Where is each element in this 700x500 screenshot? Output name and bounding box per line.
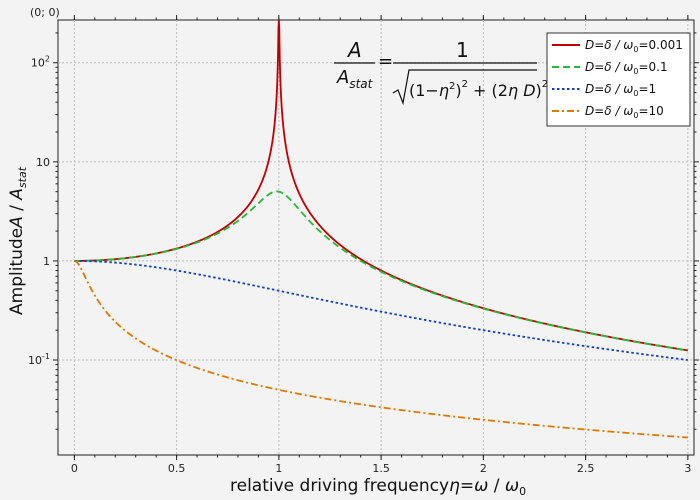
series-group — [74, 19, 689, 439]
axis-ticks: 0 0.5 1 1.5 2 2.5 3 10-1 1 10 102 — [28, 15, 699, 475]
svg-text:=: = — [378, 51, 393, 72]
x-tick-label: 2 — [480, 462, 487, 475]
formula-rhs-numerator: 1 — [456, 38, 469, 62]
y-axis-title: AmplitudeA / Astat — [7, 166, 29, 315]
formula-annotation: A Astat = 1 (1−η2)2 + (2η D)2 — [334, 38, 548, 106]
x-axis-title-text: relative driving frequency — [230, 476, 449, 496]
svg-text:relative driving frequencyη=ω: relative driving frequencyη=ω / ω0 — [230, 476, 526, 498]
legend-label-1: D=δ / ω0=0.1 — [585, 60, 668, 76]
x-axis-title: relative driving frequencyη=ω / ω0 — [230, 476, 526, 498]
x-tick-label: 0.5 — [168, 462, 186, 475]
series-line-1 — [74, 190, 688, 352]
corner-label: (0; 0) — [30, 6, 60, 19]
x-tick-label: 1.5 — [372, 462, 390, 475]
y-tick-label: 10-1 — [28, 352, 50, 367]
svg-text:(1−η2)2 + (2η D)2: (1−η2)2 + (2η D)2 — [409, 79, 548, 100]
x-tick-label: 1 — [275, 462, 282, 475]
series-line-2 — [74, 260, 688, 361]
x-tick-label: 2.5 — [577, 462, 595, 475]
series-line-3 — [74, 260, 688, 439]
x-tick-label: 3 — [684, 462, 691, 475]
y-tick-label: 10 — [36, 156, 50, 169]
y-tick-label: 102 — [31, 55, 50, 70]
x-tick-label: 0 — [71, 462, 78, 475]
y-axis-title-text: Amplitude — [7, 228, 27, 315]
legend-label-0: D=δ / ω0=0.001 — [585, 38, 683, 54]
legend: D=δ / ω0=0.001 D=δ / ω0=0.1 D=δ / ω0=1 D=δ … — [546, 32, 691, 127]
y-tick-label: 1 — [43, 255, 50, 268]
legend-label-2: D=δ / ω0=1 — [585, 82, 656, 98]
legend-label-3: D=δ / ω0=10 — [585, 104, 664, 120]
formula-lhs-numerator: A — [346, 38, 362, 62]
svg-text:AmplitudeA / Astat: AmplitudeA / Astat — [7, 166, 29, 315]
formula-sqrt-sign — [392, 69, 537, 106]
